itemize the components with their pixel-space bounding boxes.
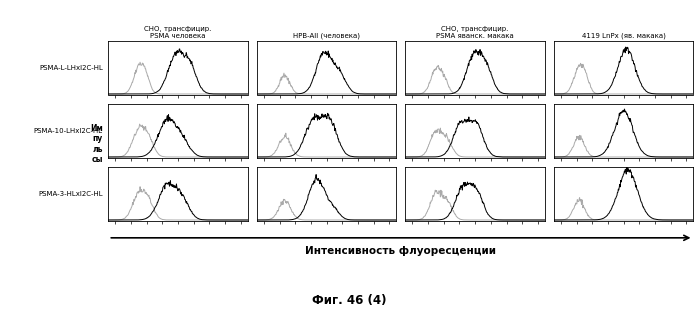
- Text: HPB-All (человека): HPB-All (человека): [293, 33, 360, 39]
- Text: PSMA-3-HLxI2C-HL: PSMA-3-HLxI2C-HL: [38, 191, 103, 197]
- Text: Интенсивность флуоресценции: Интенсивность флуоресценции: [305, 246, 496, 256]
- Text: CHO, трансфицир.
PSMA человека: CHO, трансфицир. PSMA человека: [145, 26, 212, 39]
- Text: CHO, трансфицир.
PSMA яванск. макака: CHO, трансфицир. PSMA яванск. макака: [436, 26, 514, 39]
- Text: Им
пу
ль
сы: Им пу ль сы: [90, 124, 103, 164]
- Text: Фиг. 46 (4): Фиг. 46 (4): [312, 294, 387, 307]
- Text: PSMA-10-LHxI2C-HL: PSMA-10-LHxI2C-HL: [34, 128, 103, 134]
- Text: PSMA-L-LHxI2C-HL: PSMA-L-LHxI2C-HL: [39, 65, 103, 71]
- Text: 4119 LnPx (яв. макака): 4119 LnPx (яв. макака): [582, 33, 665, 39]
